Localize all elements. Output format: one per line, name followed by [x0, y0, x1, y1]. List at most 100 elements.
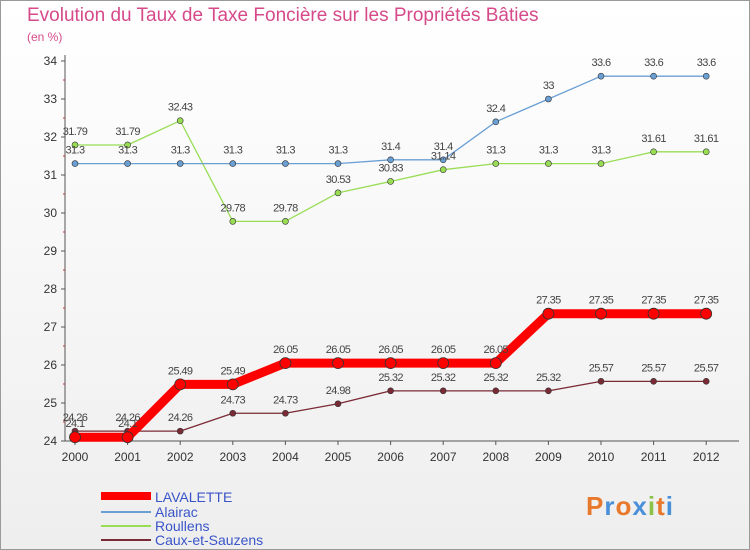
data-label: 31.3	[276, 145, 295, 157]
y-tick-label: 34	[44, 54, 58, 68]
data-point	[489, 357, 502, 370]
data-point	[545, 387, 552, 395]
data-label: 24.26	[63, 412, 88, 424]
y-tick-label: 31	[44, 168, 58, 182]
data-label: 31.3	[539, 145, 558, 157]
data-point	[439, 166, 447, 173]
data-label: 27.35	[641, 295, 666, 307]
chart-subtitle: (en %)	[27, 30, 63, 44]
data-point	[437, 357, 450, 370]
data-label: 32.43	[168, 102, 193, 114]
data-label: 31.61	[641, 133, 666, 145]
data-label: 26.05	[484, 344, 509, 356]
data-label: 31.3	[486, 145, 505, 157]
data-label: 24.1	[118, 418, 137, 430]
data-label: 32.4	[486, 103, 505, 115]
data-label: 29.78	[221, 202, 246, 214]
x-tick-label: 2007	[430, 450, 457, 464]
data-point	[595, 307, 607, 320]
data-label: 30.53	[326, 174, 351, 186]
x-tick-label: 2002	[167, 450, 194, 464]
data-label: 29.78	[273, 202, 298, 214]
data-label: 26.05	[273, 344, 298, 356]
data-label: 31.3	[328, 145, 347, 157]
x-tick-label: 2004	[272, 450, 299, 464]
legend-label-roullens: Roullens	[155, 518, 210, 534]
chart-title: Evolution du Taux de Taxe Foncière sur l…	[27, 5, 539, 26]
legend-label-alairac: Alairac	[155, 504, 198, 520]
x-tick-label: 2006	[377, 450, 404, 464]
data-point	[647, 307, 660, 320]
data-label: 25.32	[484, 372, 509, 384]
data-label: 33.6	[591, 57, 610, 69]
data-label: 25.57	[694, 362, 719, 374]
data-label: 24.26	[115, 412, 140, 424]
data-label: 31.79	[63, 126, 88, 138]
data-point	[387, 387, 394, 395]
data-point	[279, 357, 292, 370]
x-tick-label: 2010	[588, 450, 615, 464]
data-point	[387, 178, 394, 185]
data-point	[702, 148, 710, 156]
data-point	[384, 357, 397, 370]
legend-label-caux-et-sauzens: Caux-et-Sauzens	[155, 532, 264, 548]
x-tick-label: 2011	[641, 450, 667, 464]
data-point	[282, 218, 289, 225]
data-label: 27.35	[694, 295, 719, 307]
proxiti-logo: Proxiti	[586, 491, 674, 521]
y-tick-label: 27	[44, 320, 58, 334]
data-point	[545, 160, 552, 167]
data-point	[334, 160, 342, 167]
data-point	[71, 160, 79, 167]
data-label: 26.05	[378, 344, 403, 356]
data-point	[492, 160, 500, 167]
data-label: 31.14	[431, 151, 456, 163]
data-point	[121, 431, 134, 444]
y-tick-label: 29	[44, 244, 58, 258]
data-label: 27.35	[536, 295, 561, 307]
data-point	[597, 378, 605, 385]
data-point	[545, 95, 552, 103]
data-point	[542, 307, 555, 320]
data-point	[597, 160, 605, 167]
data-point	[69, 431, 81, 444]
data-point	[71, 141, 79, 149]
data-label: 25.32	[536, 372, 561, 384]
data-label: 31.4	[434, 141, 453, 153]
data-label: 31.3	[223, 145, 242, 157]
data-point	[492, 387, 500, 395]
data-point	[124, 141, 131, 149]
data-label: 24.26	[168, 412, 193, 424]
data-label: 31.3	[591, 145, 610, 157]
y-tick-label: 30	[44, 206, 58, 220]
data-point	[439, 156, 447, 164]
data-point	[282, 409, 289, 417]
x-tick-label: 2005	[325, 450, 352, 464]
legend-swatch-roullens	[101, 525, 151, 527]
data-point	[229, 409, 237, 417]
data-label: 24.73	[221, 394, 246, 406]
data-label: 25.57	[641, 362, 666, 374]
data-label: 27.35	[589, 295, 614, 307]
data-point	[282, 160, 289, 167]
data-point	[332, 357, 344, 370]
data-label: 24.1	[65, 418, 84, 430]
legend-label-lavalette: LAVALETTE	[155, 489, 233, 505]
data-label: 26.05	[326, 344, 351, 356]
y-tick-label: 28	[44, 282, 58, 296]
legend-swatch-caux-et-sauzens	[101, 539, 151, 541]
y-tick-label: 33	[44, 92, 58, 106]
data-label: 31.3	[171, 145, 190, 157]
y-tick-label: 24	[44, 434, 58, 448]
data-point	[229, 160, 237, 167]
data-point	[176, 117, 184, 124]
data-label: 31.3	[118, 145, 137, 157]
data-point	[387, 156, 394, 164]
data-point	[492, 118, 500, 126]
data-label: 30.83	[378, 162, 403, 174]
data-point	[650, 378, 657, 385]
data-point	[702, 378, 710, 385]
x-tick-label: 2003	[219, 450, 246, 464]
data-label: 31.79	[115, 126, 140, 138]
